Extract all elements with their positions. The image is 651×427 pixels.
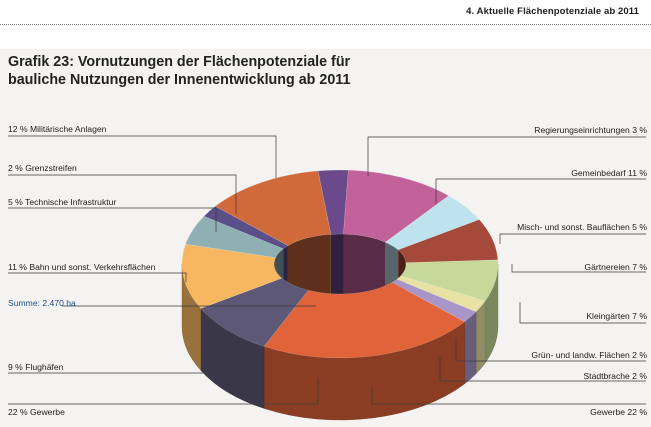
slice-gewerbe (263, 282, 466, 359)
leader-gaertnereien (511, 264, 646, 273)
slice-stadtbrache (391, 278, 477, 323)
slice-regierungseinrichtungen (317, 169, 349, 235)
running-head: 4. Aktuelle Flächenpotenziale ab 2011 (466, 6, 639, 17)
summary-total: Summe: 2.470 ha (8, 298, 76, 308)
leader-gemeinbedarf (435, 178, 646, 204)
slice-grenzstreifen (203, 205, 289, 250)
chart-title: Grafik 23: Vornutzungen der Flächenpoten… (8, 53, 528, 89)
label-gewerbe-right: Gewerbe 22 % (590, 407, 647, 417)
label-gemeinbedarf: Gemeinbedarf 11 % (571, 168, 647, 178)
leader-stadtbrache (439, 356, 646, 382)
slice-inner-wall-regierungseinrichtungen (330, 234, 344, 297)
slice-gruen-und-landw-flaechen (396, 275, 486, 313)
label-grenzstreifen: 2 % Grenzstreifen (8, 163, 77, 173)
label-flughaefen: 9 % Flughäfen (8, 362, 64, 372)
label-militaerische-anlagen: 12 % Militärische Anlagen (8, 124, 107, 134)
label-bahn-verkehrsflaechen: 11 % Bahn und sonst. Verkehrsflächen (8, 262, 156, 272)
leader-gewerbe-right (371, 388, 646, 405)
chart-title-line-2: bauliche Nutzungen der Innenentwicklung … (8, 72, 351, 88)
leader-misch-bauflaechen (499, 233, 646, 244)
leader-regierungseinrichtungen (367, 136, 646, 176)
leader-militaerische-anlagen (8, 135, 277, 178)
leader-gewerbe-left (8, 378, 319, 405)
label-gaertnereien: Gärtnereien 7 % (584, 262, 647, 272)
label-technische-infrastruktur: 5 % Technische Infrastruktur (8, 197, 117, 207)
leader-kleingaerten (519, 302, 646, 324)
chart-title-line-1: Grafik 23: Vornutzungen der Flächenpoten… (8, 54, 351, 70)
slice-flughaefen (200, 277, 309, 347)
label-kleingaerten: Kleingärten 7 % (586, 311, 647, 321)
label-gewerbe-left: 22 % Gewerbe (8, 407, 65, 417)
label-regierungseinrichtungen: Regierungseinrichtungen 3 % (534, 125, 647, 135)
leader-grenzstreifen (8, 174, 237, 214)
label-stadtbrache: Stadtbrache 2 % (583, 371, 647, 381)
leader-gruen (455, 338, 646, 362)
header-rule (0, 24, 651, 25)
slice-wall-stadtbrache (464, 311, 477, 385)
slice-wall-gruen-und-landw-flaechen (475, 300, 486, 375)
leader-technische-infrastruktur (8, 207, 217, 232)
leader-bahn (8, 272, 187, 282)
label-gruen-landw-flaechen: Grün- und landw. Flächen 2 % (531, 350, 647, 360)
slice-kleingaerten (400, 259, 499, 302)
slice-militaerische-anlagen (214, 170, 332, 246)
leader-flughaefen (8, 352, 209, 374)
label-misch-bauflaechen: Misch- und sonst. Bauflächen 5 % (517, 222, 647, 232)
slice-inner-wall-gemeinbedarf (343, 234, 386, 305)
slice-gemeinbedarf (343, 169, 450, 243)
slice-bahn-und-sonst-verkehrsflaechen (181, 243, 283, 309)
